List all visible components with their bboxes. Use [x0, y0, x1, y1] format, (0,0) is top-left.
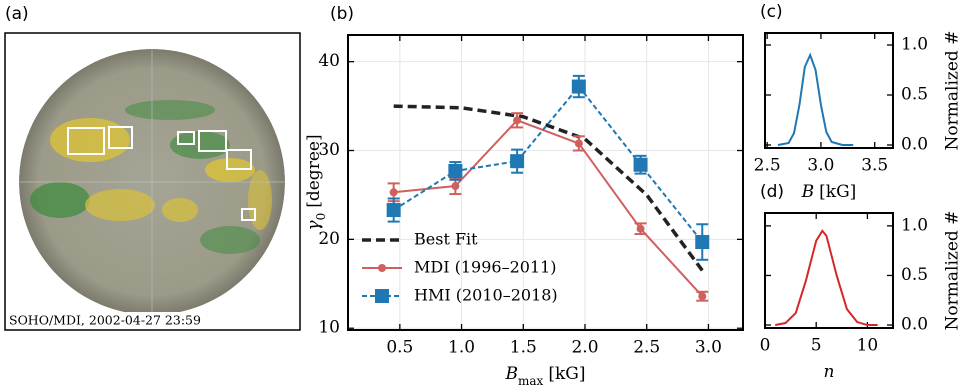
- y-tick-label: 0.5: [901, 265, 928, 285]
- series-line: [394, 87, 703, 242]
- x-tick-label: 2.0: [571, 338, 598, 358]
- point: [451, 182, 459, 190]
- y-tick-label: 10: [318, 318, 340, 338]
- point: [513, 116, 521, 124]
- label-symbol: B: [801, 182, 815, 202]
- x-tick-label: 3.5: [861, 156, 888, 176]
- panel-label: (c): [760, 2, 783, 22]
- x-tick-label: 0: [760, 336, 771, 356]
- point: [390, 188, 398, 196]
- image-caption: SOHO/MDI, 2002-04-27 23:59: [9, 313, 201, 328]
- point: [575, 139, 583, 147]
- legend-label: HMI (2010–2018): [414, 286, 558, 305]
- y-tick-label: 0.0: [901, 135, 928, 155]
- legend-label: MDI (1996–2011): [414, 258, 557, 277]
- label-unit: [kG]: [819, 182, 856, 202]
- x-axis-label: n: [824, 362, 835, 382]
- y-tick-label: 0.0: [901, 315, 928, 335]
- x-tick-label: 2.5: [633, 338, 660, 358]
- x-tick-label: 1.5: [510, 338, 537, 358]
- y-axis-label: Normalized #: [943, 31, 963, 151]
- label-subscript: 0: [314, 213, 328, 221]
- label-subscript: max: [518, 374, 544, 387]
- x-tick-label: 5: [811, 336, 822, 356]
- panel-label: (d): [760, 182, 784, 202]
- y-tick-label: 40: [318, 51, 340, 71]
- y-axis-label: Normalized #: [943, 211, 963, 331]
- point: [510, 154, 524, 168]
- x-tick-label: 2.5: [754, 156, 781, 176]
- point: [637, 225, 645, 233]
- point: [634, 158, 648, 172]
- y-tick-label: 1.0: [901, 35, 928, 55]
- x-tick-label: 10: [857, 336, 879, 356]
- x-tick-label: 1.0: [448, 338, 475, 358]
- series-line: [775, 231, 877, 325]
- y-tick-label: 0.5: [901, 85, 928, 105]
- page: (a) SOHO/MDI, 2002-04-27 23:59 (b)102030…: [0, 0, 971, 387]
- point: [572, 80, 586, 94]
- x-tick-label: 3.0: [807, 156, 834, 176]
- panel-label: (b): [330, 4, 354, 24]
- panel-label: (a): [5, 4, 29, 24]
- plot-frame: [765, 33, 893, 148]
- point: [698, 292, 706, 300]
- x-tick-label: 0.5: [386, 338, 413, 358]
- legend-label: Best Fit: [414, 230, 478, 249]
- series-line: [778, 55, 853, 145]
- y-tick-label: 20: [318, 229, 340, 249]
- point: [695, 235, 709, 249]
- legend-marker: [375, 289, 389, 303]
- point: [448, 164, 462, 178]
- sun-image: [19, 49, 285, 315]
- x-tick-label: 3.0: [695, 338, 722, 358]
- x-axis-label: B[kG]: [801, 182, 857, 202]
- chart-panel: (d) 0.0 0.5 1.0 0 5 10 n Normalized #: [760, 182, 963, 382]
- x-axis-label: Bmax [kG]: [505, 364, 586, 387]
- figure: (a) SOHO/MDI, 2002-04-27 23:59 (b)102030…: [0, 0, 971, 387]
- legend-marker: [378, 264, 386, 272]
- plot-frame: [765, 213, 893, 328]
- label-symbol: B: [505, 364, 519, 384]
- point: [387, 203, 401, 217]
- label-unit: [kG]: [548, 364, 585, 384]
- label-symbol: n: [824, 362, 835, 382]
- y-tick-label: 1.0: [901, 215, 928, 235]
- label-unit: [degree]: [304, 134, 324, 207]
